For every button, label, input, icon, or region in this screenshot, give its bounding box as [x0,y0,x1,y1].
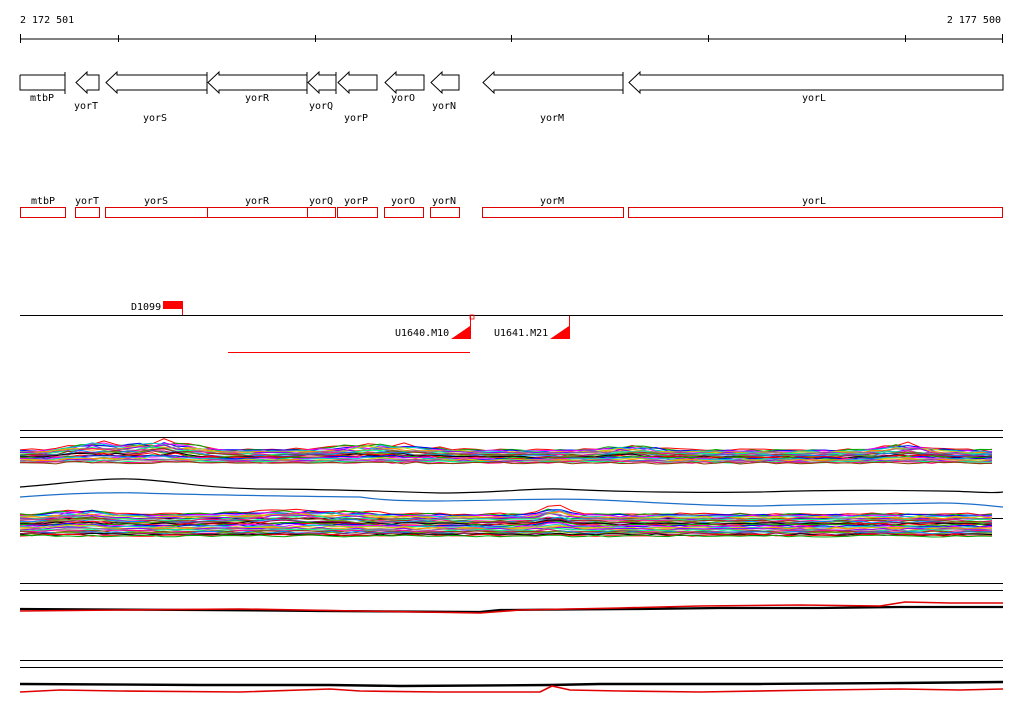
region-box-yorM[interactable] [482,207,624,218]
gene-arrow-yorM[interactable]: yorM [482,70,624,124]
region-label: yorQ [309,196,333,207]
region-box-yorP[interactable] [337,207,378,218]
profile-line-blue [19,492,1004,508]
region-box-yorQ[interactable] [307,207,336,218]
gene-arrow-yorO[interactable]: yorO [384,70,425,104]
gene-label: mtbP [30,93,54,104]
region-label: mtbP [31,196,55,207]
gene-arrow-yorR[interactable]: yorR [207,70,308,104]
expression-profile-track-3 [19,660,1004,693]
gene-arrow-yorT[interactable]: yorT [74,70,100,112]
region-box-yorS[interactable] [105,207,208,218]
region-box-yorT[interactable] [75,207,100,218]
region-box-yorN[interactable] [430,207,460,218]
gene-label: yorQ [309,101,333,112]
profile-line-black [19,478,1004,494]
profile-trace [19,442,993,453]
region-box-mtbP[interactable] [20,207,66,218]
region-box-yorO[interactable] [384,207,424,218]
feature-label-D1099: D1099 [131,302,161,313]
profile-trace [19,504,993,516]
profile-trace [19,442,993,453]
region-label: yorO [391,196,415,207]
region-label: yorM [540,196,564,207]
expression-profile-track-1 [19,430,1004,538]
gene-arrow-yorS[interactable]: yorS [105,70,208,124]
gene-label: yorS [143,113,167,124]
gene-arrow-yorQ[interactable]: yorQ [307,70,337,112]
gene-label: yorR [245,93,270,104]
profile-trace [19,519,993,525]
region-label: yorL [802,196,826,207]
region-label: yorN [432,196,456,207]
profile-band-upper [19,438,993,465]
region-label: yorS [144,196,168,207]
feature-mark-U1641[interactable] [550,326,569,339]
feature-mark-D1099[interactable] [163,301,182,309]
profile-trace [19,446,993,456]
region-box-yorL[interactable] [628,207,1003,218]
feature-marker [469,314,475,320]
region-label: yorR [245,196,270,207]
ruler-end-label: 2 177 500 [947,15,1001,26]
gene-label: yorT [74,101,98,112]
region-box-yorR[interactable] [207,207,308,218]
feature-label-U1640: U1640.M10 [395,328,449,339]
gene-arrow-yorL[interactable]: yorL [628,70,1004,104]
profile-trace [19,534,993,538]
profile-line-red [19,601,1003,614]
profile-trace [19,512,993,521]
profile-band-lower [19,504,993,538]
profile-line-red [19,685,1004,693]
profile-trace [19,531,993,535]
region-label: yorT [75,196,99,207]
gene-label: yorM [540,113,564,124]
gene-arrow-track: mtbP yorT yorS yorR yorQ yorP [19,70,1004,124]
feature-label-U1641: U1641.M21 [494,328,548,339]
gene-label: yorO [391,93,415,104]
feature-mark-U1640[interactable] [451,326,470,339]
region-label: yorP [344,196,368,207]
profile-trace [19,461,993,465]
profile-trace [19,509,993,519]
profile-trace [19,515,993,522]
expression-profile-track-2 [19,583,1003,614]
ruler-start-label: 2 172 501 [20,15,74,26]
gene-arrow-yorN[interactable]: yorN [430,70,460,112]
gene-region-track: mtbP yorT yorS yorR yorQ yorP yorO yorN … [20,196,1003,218]
gene-label: yorN [432,101,456,112]
gene-arrow-yorP[interactable]: yorP [337,70,378,124]
feature-track: D1099 U1640.M10 U1641.M21 [20,301,1003,353]
profile-trace [19,508,993,517]
gene-label: yorP [344,113,368,124]
profile-trace [19,529,993,534]
profile-trace [19,444,993,455]
gene-label: yorL [802,93,826,104]
gene-arrow-mtbP[interactable]: mtbP [19,72,66,104]
coordinate-ruler: 2 172 501 2 177 500 [20,15,1003,43]
profile-line-black [19,680,1004,688]
